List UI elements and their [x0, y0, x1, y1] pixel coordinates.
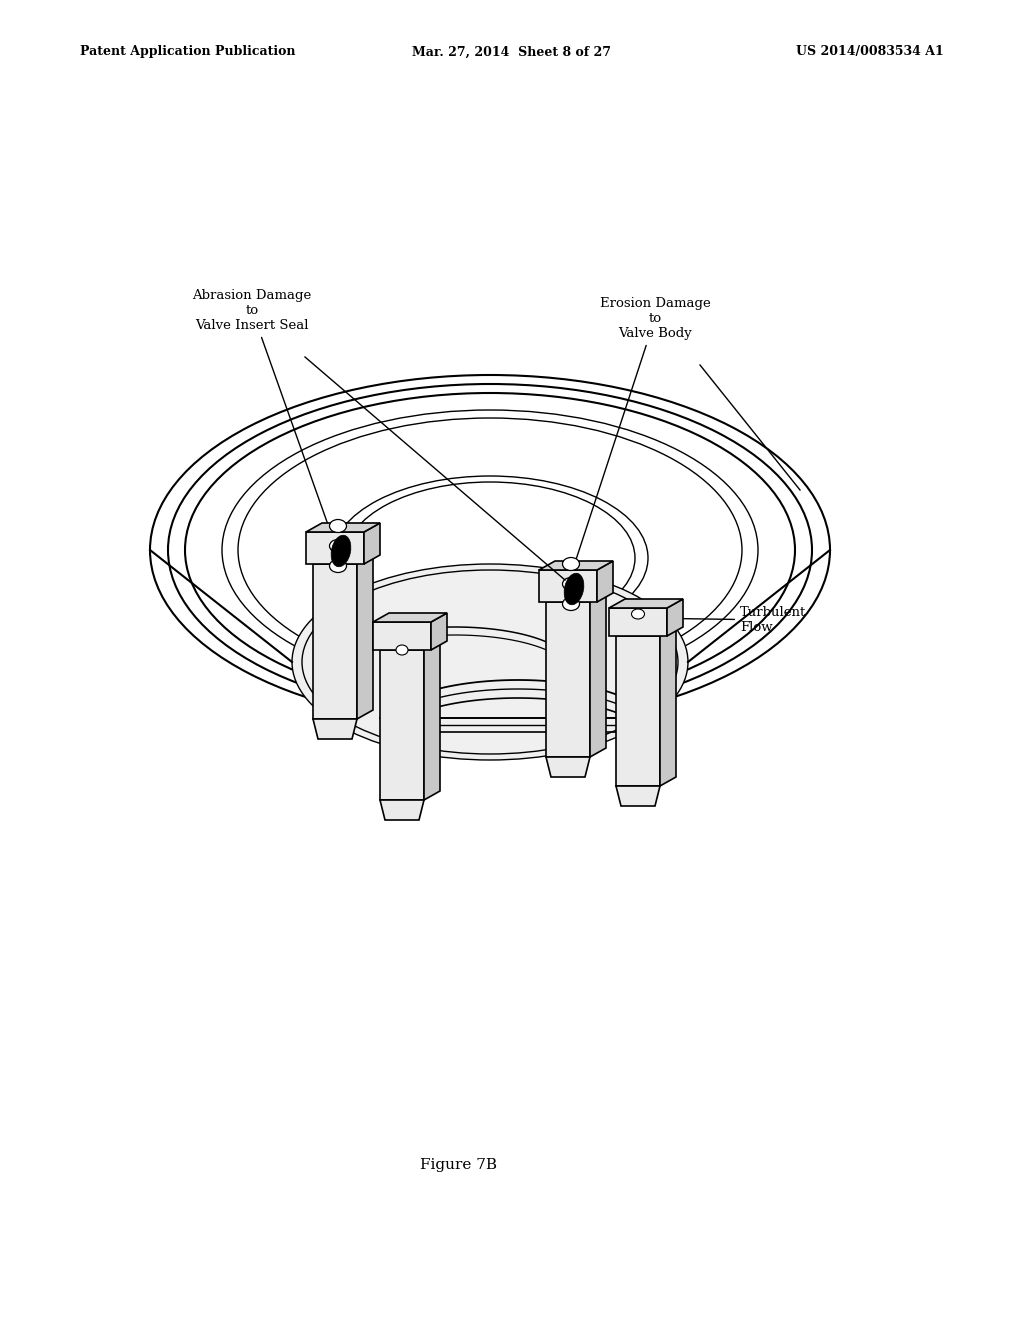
Ellipse shape: [330, 560, 346, 573]
Polygon shape: [609, 609, 667, 636]
Polygon shape: [364, 523, 380, 564]
Polygon shape: [357, 554, 373, 719]
Polygon shape: [380, 800, 424, 820]
Polygon shape: [609, 599, 683, 609]
Polygon shape: [539, 561, 613, 570]
Text: Turbulent
Flow: Turbulent Flow: [642, 606, 806, 634]
Polygon shape: [313, 719, 357, 739]
Ellipse shape: [396, 645, 408, 655]
Text: Figure 7B: Figure 7B: [420, 1158, 497, 1172]
Ellipse shape: [562, 598, 580, 610]
Ellipse shape: [331, 535, 351, 566]
Text: Erosion Damage
to
Valve Body: Erosion Damage to Valve Body: [570, 297, 711, 576]
Ellipse shape: [302, 570, 678, 754]
Ellipse shape: [292, 564, 688, 760]
Text: US 2014/0083534 A1: US 2014/0083534 A1: [797, 45, 944, 58]
Ellipse shape: [562, 578, 580, 590]
Polygon shape: [373, 622, 431, 649]
Ellipse shape: [562, 557, 580, 570]
Polygon shape: [431, 612, 447, 649]
Polygon shape: [616, 785, 660, 807]
Polygon shape: [660, 627, 676, 785]
Polygon shape: [590, 593, 606, 756]
Text: Abrasion Damage
to
Valve Insert Seal: Abrasion Damage to Valve Insert Seal: [193, 289, 331, 533]
Polygon shape: [546, 602, 590, 756]
Polygon shape: [380, 649, 424, 800]
Polygon shape: [597, 561, 613, 602]
Polygon shape: [539, 570, 597, 602]
Polygon shape: [306, 523, 380, 532]
Polygon shape: [616, 636, 660, 785]
Ellipse shape: [564, 573, 584, 605]
Ellipse shape: [632, 609, 644, 619]
Polygon shape: [546, 756, 590, 777]
Polygon shape: [424, 642, 440, 800]
Polygon shape: [313, 564, 357, 719]
Ellipse shape: [330, 540, 346, 553]
Text: Patent Application Publication: Patent Application Publication: [80, 45, 296, 58]
Polygon shape: [667, 599, 683, 636]
Ellipse shape: [330, 520, 346, 532]
Text: Mar. 27, 2014  Sheet 8 of 27: Mar. 27, 2014 Sheet 8 of 27: [413, 45, 611, 58]
Polygon shape: [373, 612, 447, 622]
Polygon shape: [306, 532, 364, 564]
